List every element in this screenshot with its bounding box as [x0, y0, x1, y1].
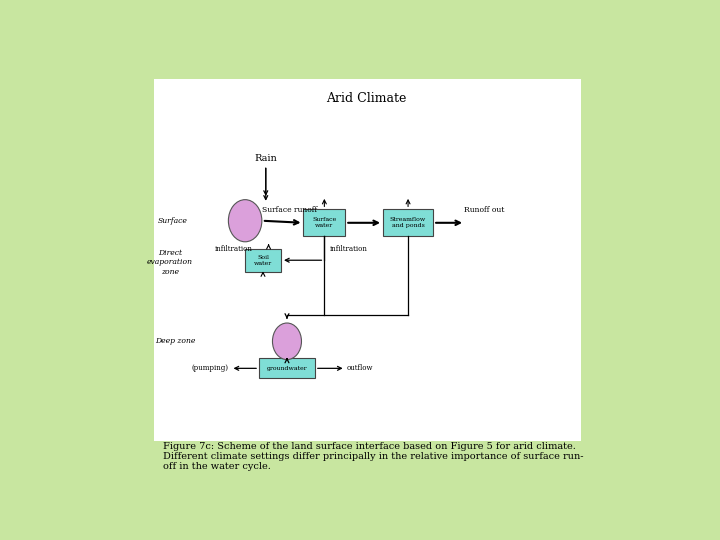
FancyBboxPatch shape — [154, 79, 581, 441]
Text: Arid Climate: Arid Climate — [326, 92, 406, 105]
FancyBboxPatch shape — [259, 359, 315, 379]
Text: Soil
water: Soil water — [254, 255, 272, 266]
Text: Different climate settings differ principally in the relative importance of surf: Different climate settings differ princi… — [163, 453, 583, 461]
Text: Surface: Surface — [158, 217, 187, 225]
Text: outflow: outflow — [347, 364, 373, 372]
Text: Rain: Rain — [254, 153, 277, 163]
Text: (pumping): (pumping) — [192, 364, 228, 372]
Text: Surface
water: Surface water — [312, 218, 336, 228]
Text: Streamflow
and ponds: Streamflow and ponds — [390, 218, 426, 228]
Ellipse shape — [272, 323, 302, 360]
Text: infiltration: infiltration — [215, 245, 253, 253]
Text: off in the water cycle.: off in the water cycle. — [163, 462, 271, 471]
FancyBboxPatch shape — [303, 210, 346, 237]
Text: Figure 7c: Scheme of the land surface interface based on Figure 5 for arid clima: Figure 7c: Scheme of the land surface in… — [163, 442, 575, 451]
Text: infiltration: infiltration — [330, 245, 368, 253]
Text: Deep zone: Deep zone — [155, 338, 195, 345]
FancyBboxPatch shape — [245, 249, 281, 272]
Text: Surface runoff: Surface runoff — [262, 206, 318, 214]
Text: Direct
evaporation
zone: Direct evaporation zone — [147, 249, 193, 275]
Ellipse shape — [228, 200, 262, 242]
Text: groundwater: groundwater — [266, 366, 307, 371]
FancyBboxPatch shape — [383, 210, 433, 237]
Text: Runoff out: Runoff out — [464, 206, 504, 214]
